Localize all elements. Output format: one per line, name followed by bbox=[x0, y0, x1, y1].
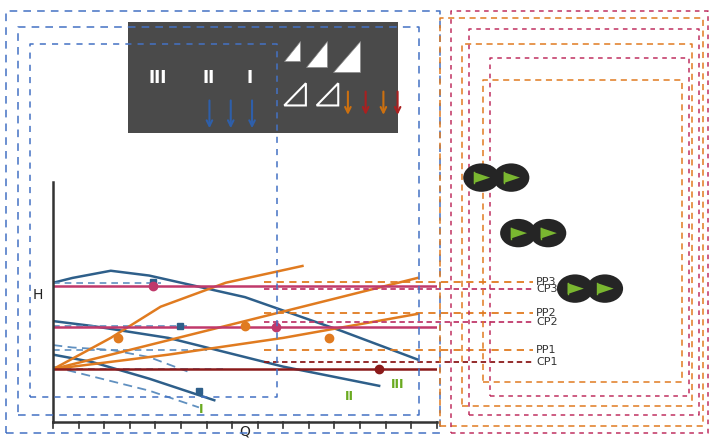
Text: CP2: CP2 bbox=[536, 317, 558, 327]
Polygon shape bbox=[597, 283, 613, 294]
Polygon shape bbox=[567, 283, 584, 294]
Ellipse shape bbox=[586, 274, 623, 303]
Polygon shape bbox=[503, 172, 520, 183]
Polygon shape bbox=[284, 41, 300, 61]
Polygon shape bbox=[333, 41, 360, 72]
Polygon shape bbox=[540, 228, 557, 238]
Text: PP1: PP1 bbox=[536, 345, 557, 355]
Ellipse shape bbox=[500, 219, 537, 247]
Text: I: I bbox=[199, 404, 204, 416]
Polygon shape bbox=[474, 172, 490, 183]
Text: PP2: PP2 bbox=[536, 308, 557, 318]
Y-axis label: H: H bbox=[33, 288, 43, 302]
Ellipse shape bbox=[463, 163, 500, 192]
Text: II: II bbox=[344, 390, 354, 403]
X-axis label: Q: Q bbox=[239, 424, 251, 439]
Text: III: III bbox=[148, 69, 167, 87]
Text: I: I bbox=[246, 69, 252, 87]
Text: CP1: CP1 bbox=[536, 357, 558, 367]
Text: CP3: CP3 bbox=[536, 284, 558, 294]
Polygon shape bbox=[306, 41, 327, 67]
Ellipse shape bbox=[530, 219, 567, 247]
Polygon shape bbox=[510, 228, 527, 238]
Text: III: III bbox=[391, 378, 404, 391]
Ellipse shape bbox=[493, 163, 530, 192]
Text: II: II bbox=[202, 69, 215, 87]
Ellipse shape bbox=[557, 274, 594, 303]
Text: PP3: PP3 bbox=[536, 277, 557, 287]
